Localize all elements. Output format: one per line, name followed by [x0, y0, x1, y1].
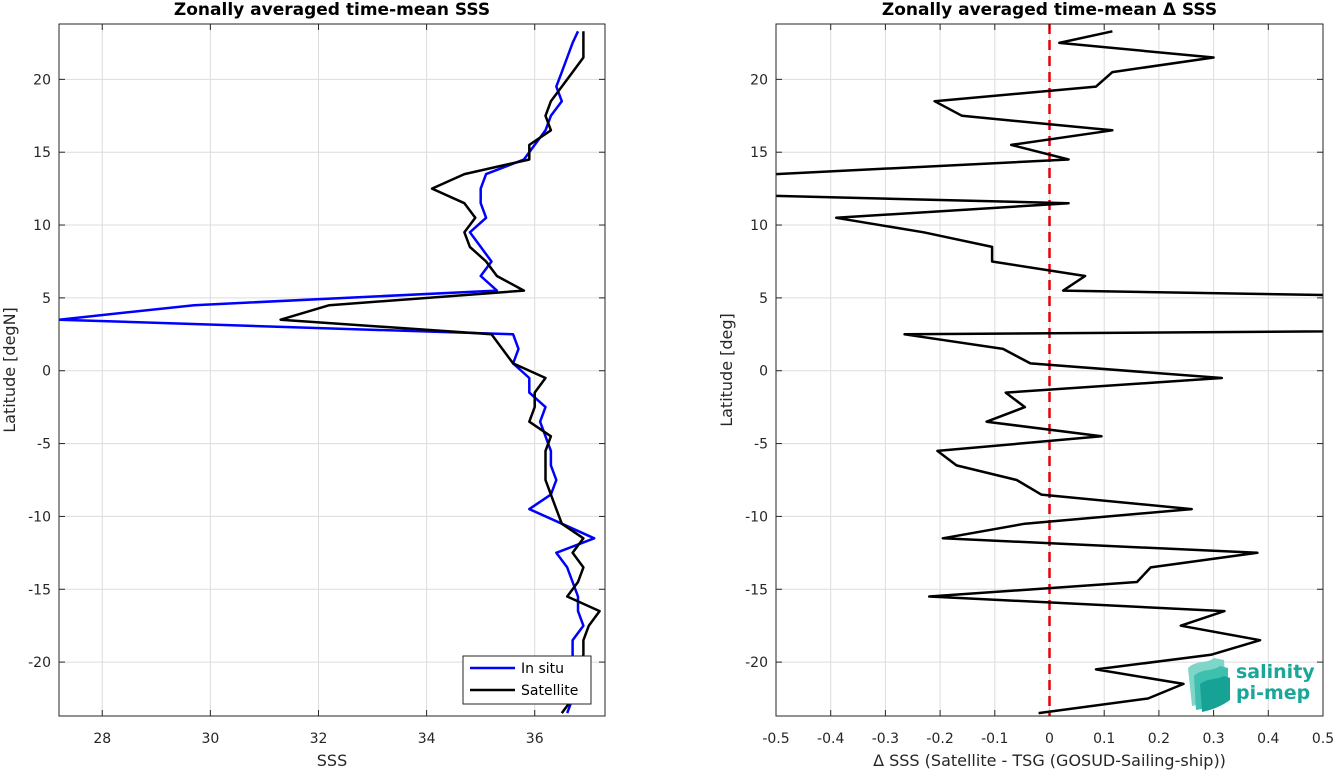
- y-tick-label: 0: [42, 364, 51, 380]
- delta-sss-panel-y-axis-label: Latitude [deg]: [717, 313, 736, 427]
- x-tick-label: 34: [418, 731, 436, 747]
- x-tick-label: -0.3: [872, 731, 899, 747]
- x-tick-label: 0.2: [1148, 731, 1170, 747]
- sss-grid: [59, 24, 605, 716]
- y-tick-label: -20: [745, 655, 768, 671]
- legend-label-satellite: Satellite: [521, 683, 578, 699]
- series-line-in-situ: [59, 30, 596, 714]
- y-tick-label: 0: [759, 364, 768, 380]
- sss-panel-x-axis-label: SSS: [317, 751, 347, 770]
- y-tick-label: -20: [28, 655, 51, 671]
- sss-panel-title: Zonally averaged time-mean SSS: [174, 0, 490, 20]
- y-tick-label: -5: [754, 437, 768, 453]
- x-tick-label: -0.2: [926, 731, 953, 747]
- y-tick-label: 20: [750, 72, 768, 88]
- x-tick-label: 0.3: [1202, 731, 1224, 747]
- delta-sss-panel: -0.5 -0.4 -0.3 -0.2 -0.1 0 0.1 0.2 0.3 0.4 0.5 -20 -…: [717, 0, 1334, 770]
- y-tick-label: 15: [750, 145, 768, 161]
- delta-sss-panel-title: Zonally averaged time-mean Δ SSS: [882, 0, 1217, 20]
- x-tick-label: 0: [1045, 731, 1054, 747]
- y-tick-label: 10: [750, 218, 768, 234]
- y-tick-label: -15: [745, 582, 768, 598]
- x-tick-label: -0.5: [762, 731, 789, 747]
- x-tick-label: 0.1: [1093, 731, 1115, 747]
- x-tick-label: 36: [526, 731, 544, 747]
- y-tick-label: 5: [759, 291, 768, 307]
- salinity-pi-mep-logo: salinity pi-mep: [1188, 658, 1315, 712]
- sss-plot-area: [59, 24, 605, 716]
- delta-sss-series-group: [776, 24, 1323, 716]
- logo-text-salinity: salinity: [1236, 661, 1315, 683]
- sss-panel-y-axis-label: Latitude [degN]: [0, 307, 19, 433]
- y-tick-label: -10: [745, 509, 768, 525]
- x-tick-label: 32: [310, 731, 328, 747]
- legend-box: [462, 655, 592, 705]
- x-tick-label: -0.4: [817, 731, 844, 747]
- logo-wave-icon: [1188, 658, 1230, 712]
- sss-axes-frame: [58, 23, 606, 717]
- x-tick-label: 28: [93, 731, 111, 747]
- y-tick-label: -10: [28, 509, 51, 525]
- sss-profile-panel: 28 30 32 34 36 -20 -15 -10 -5 0 5 10 15 20 Zonally ave…: [0, 0, 606, 770]
- logo-text-pi-mep: pi-mep: [1236, 682, 1310, 704]
- legend-label-in-situ: In situ: [521, 661, 564, 677]
- y-tick-label: 10: [33, 218, 51, 234]
- sss-panel-legend: In situ Satellite: [462, 655, 592, 705]
- x-tick-label: -0.1: [981, 731, 1008, 747]
- y-tick-label: 15: [33, 145, 51, 161]
- sss-series-group: [59, 30, 601, 714]
- x-tick-label: 0.4: [1257, 731, 1279, 747]
- y-tick-label: -5: [37, 437, 51, 453]
- series-line-satellite: [279, 31, 601, 714]
- y-tick-label: -15: [28, 582, 51, 598]
- delta-sss-panel-x-axis-label: Δ SSS (Satellite - TSG (GOSUD-Sailing-sh…: [873, 751, 1226, 770]
- x-tick-label: 0.5: [1312, 731, 1334, 747]
- x-tick-label: 30: [201, 731, 219, 747]
- y-tick-label: 20: [33, 72, 51, 88]
- series-line-delta: [776, 30, 1323, 715]
- y-tick-label: 5: [42, 291, 51, 307]
